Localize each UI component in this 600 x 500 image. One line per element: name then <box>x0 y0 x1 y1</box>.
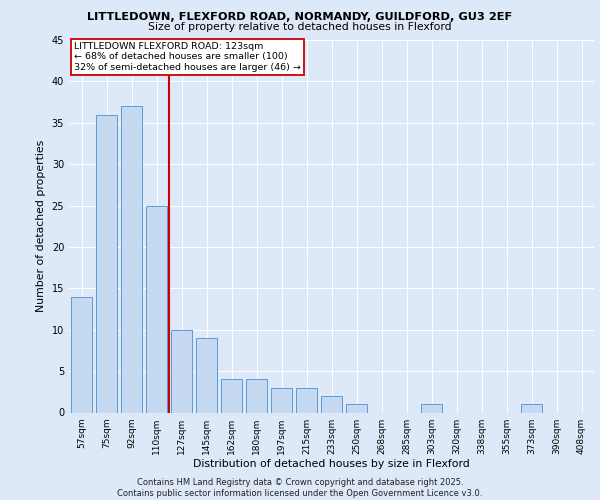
Text: Contains HM Land Registry data © Crown copyright and database right 2025.
Contai: Contains HM Land Registry data © Crown c… <box>118 478 482 498</box>
Bar <box>196 338 217 412</box>
Text: LITTLEDOWN, FLEXFORD ROAD, NORMANDY, GUILDFORD, GU3 2EF: LITTLEDOWN, FLEXFORD ROAD, NORMANDY, GUI… <box>88 12 512 22</box>
Bar <box>71 296 92 412</box>
Text: Size of property relative to detached houses in Flexford: Size of property relative to detached ho… <box>148 22 452 32</box>
Bar <box>421 404 442 412</box>
Bar <box>521 404 542 412</box>
X-axis label: Distribution of detached houses by size in Flexford: Distribution of detached houses by size … <box>193 460 470 469</box>
Bar <box>346 404 367 412</box>
Bar <box>246 380 267 412</box>
Bar <box>321 396 342 412</box>
Bar <box>171 330 192 412</box>
Bar <box>96 114 117 412</box>
Y-axis label: Number of detached properties: Number of detached properties <box>36 140 46 312</box>
Bar <box>296 388 317 412</box>
Bar <box>121 106 142 412</box>
Bar <box>271 388 292 412</box>
Bar <box>146 206 167 412</box>
Text: LITTLEDOWN FLEXFORD ROAD: 123sqm
← 68% of detached houses are smaller (100)
32% : LITTLEDOWN FLEXFORD ROAD: 123sqm ← 68% o… <box>74 42 301 72</box>
Bar <box>221 380 242 412</box>
